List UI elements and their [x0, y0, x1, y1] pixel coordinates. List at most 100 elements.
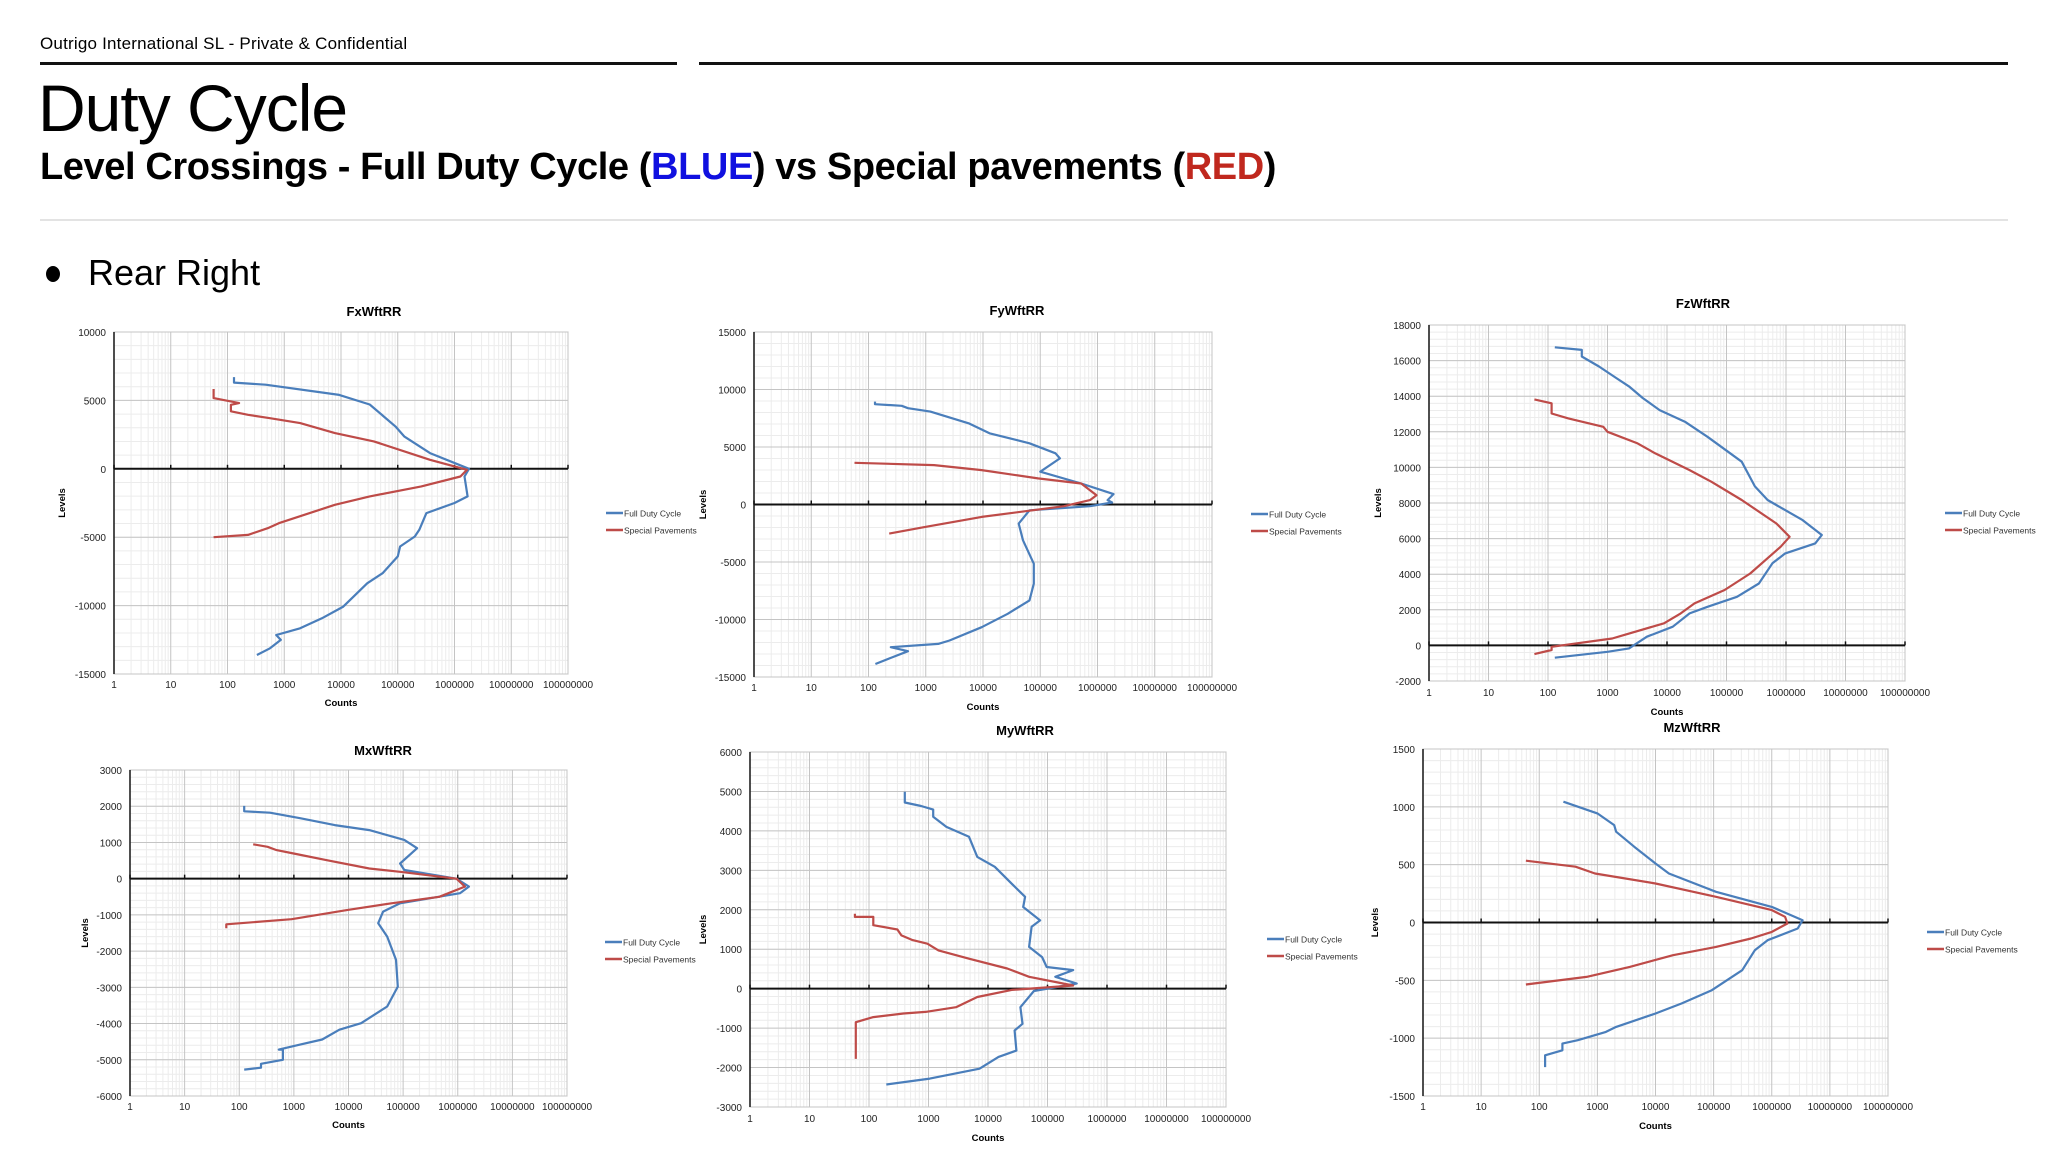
y-tick-label: 4000: [720, 827, 743, 838]
header-rule-left: [40, 62, 677, 65]
x-tick-label: 10: [165, 680, 177, 691]
y-tick-label: 10000: [78, 328, 106, 339]
x-tick-label: 100000: [381, 680, 415, 691]
series-line-special-pavements: [854, 461, 1098, 535]
y-tick-label: -15000: [715, 673, 747, 684]
series-line-special-pavements: [212, 389, 469, 539]
y-tick-label: -1000: [96, 911, 122, 922]
y-tick-label: 0: [1409, 919, 1415, 930]
x-axis-label: Counts: [325, 698, 358, 709]
legend-label: Special Pavements: [624, 526, 697, 536]
x-tick-label: 10000000: [1144, 1114, 1189, 1125]
y-axis-label: Levels: [698, 915, 709, 945]
x-tick-label: 10: [804, 1114, 816, 1125]
x-tick-label: 1000: [915, 683, 938, 694]
chart-title: MyWftRR: [996, 723, 1054, 738]
y-tick-label: 1000: [1393, 803, 1416, 814]
y-tick-label: -5000: [96, 1056, 122, 1067]
y-tick-label: 1000: [720, 945, 743, 956]
page-title: Duty Cycle: [38, 71, 348, 145]
x-tick-label: 10000000: [489, 680, 534, 691]
legend-label: Special Pavements: [1269, 527, 1342, 537]
y-axis-label: Levels: [80, 918, 91, 948]
x-tick-label: 100: [1540, 688, 1557, 699]
y-tick-label: -15000: [75, 670, 107, 681]
x-tick-label: 1000000: [1088, 1114, 1127, 1125]
y-tick-label: 14000: [1393, 392, 1421, 403]
y-tick-label: 3000: [720, 866, 743, 877]
x-tick-label: 100000: [1031, 1114, 1065, 1125]
x-tick-label: 10000: [1642, 1102, 1670, 1113]
legend-label: Full Duty Cycle: [624, 509, 681, 519]
y-tick-label: -4000: [96, 1020, 122, 1031]
y-tick-label: -500: [1395, 976, 1415, 987]
y-axis-label: Levels: [1373, 488, 1384, 518]
x-tick-label: 100: [860, 683, 877, 694]
chart-title: MzWftRR: [1663, 720, 1721, 735]
legend-label: Special Pavements: [623, 955, 696, 965]
y-tick-label: -3000: [716, 1103, 742, 1114]
x-tick-label: 10000000: [1823, 688, 1868, 699]
y-tick-label: -10000: [75, 602, 107, 613]
chart-fxwftrr: 1 10 100 1000 10000 100000 1000000 10000000 1000…: [57, 304, 697, 709]
subtitle-blue: BLUE: [651, 146, 753, 188]
x-axis-label: Counts: [1639, 1121, 1672, 1132]
y-tick-label: -1500: [1389, 1092, 1415, 1103]
chart-title: FxWftRR: [347, 304, 402, 319]
x-tick-label: 100: [1531, 1102, 1548, 1113]
header-rule-right: [699, 62, 2008, 65]
x-tick-label: 100: [231, 1102, 248, 1113]
x-tick-label: 100000000: [1863, 1102, 1913, 1113]
legend-label: Full Duty Cycle: [1945, 928, 2002, 938]
y-tick-label: 6000: [1399, 535, 1422, 546]
x-tick-label: 1: [747, 1114, 753, 1125]
x-tick-label: 1000000: [435, 680, 474, 691]
series-line-full-duty-cycle: [1554, 346, 1823, 659]
x-tick-label: 10000000: [1133, 683, 1178, 694]
y-tick-label: 5000: [724, 443, 747, 454]
y-tick-label: 2000: [720, 906, 743, 917]
series-line-full-duty-cycle: [243, 805, 470, 1071]
series-line-special-pavements: [1525, 859, 1789, 986]
subtitle-prefix: Level Crossings - Full Duty Cycle (: [40, 146, 652, 188]
x-tick-label: 1000: [1596, 688, 1619, 699]
x-tick-label: 1000: [273, 680, 296, 691]
series-line-full-duty-cycle: [886, 791, 1078, 1086]
x-tick-label: 10: [1483, 688, 1495, 699]
y-axis-label: Levels: [698, 490, 709, 520]
x-tick-label: 100000: [1024, 683, 1058, 694]
y-tick-label: 2000: [1399, 606, 1422, 617]
chart-mywftrr: 1 10 100 1000 10000 100000 1000000 10000000 1000…: [698, 723, 1358, 1144]
x-tick-label: 1000000: [438, 1102, 477, 1113]
legend-label: Special Pavements: [1963, 526, 2036, 536]
y-tick-label: -2000: [1395, 677, 1421, 688]
y-axis-label: Levels: [1370, 908, 1381, 938]
x-tick-label: 100000000: [1187, 683, 1237, 694]
x-tick-label: 1: [751, 683, 757, 694]
confidentiality-label: Outrigo International SL - Private & Con…: [40, 34, 408, 53]
y-tick-label: 18000: [1393, 321, 1421, 332]
y-tick-label: -5000: [720, 558, 746, 569]
series-line-special-pavements: [1534, 398, 1791, 656]
x-tick-label: 1000: [1586, 1102, 1609, 1113]
legend-label: Full Duty Cycle: [1269, 510, 1326, 520]
divider: [40, 219, 2008, 221]
y-tick-label: -6000: [96, 1092, 122, 1103]
page-subtitle: Level Crossings - Full Duty Cycle (BLUE)…: [40, 146, 1276, 189]
x-tick-label: 100000: [386, 1102, 420, 1113]
y-axis-label: Levels: [57, 488, 68, 518]
y-tick-label: 10000: [718, 386, 746, 397]
section-heading: Rear Right: [88, 252, 261, 293]
series-line-full-duty-cycle: [1544, 800, 1804, 1068]
x-tick-label: 10000: [327, 680, 355, 691]
y-tick-label: 0: [100, 465, 106, 476]
y-tick-label: -1000: [1389, 1034, 1415, 1045]
x-tick-label: 10: [1476, 1102, 1488, 1113]
x-tick-label: 1: [1426, 688, 1432, 699]
y-tick-label: 15000: [718, 328, 746, 339]
x-tick-label: 10000: [1653, 688, 1681, 699]
y-tick-label: 500: [1398, 861, 1415, 872]
chart-title: FzWftRR: [1676, 296, 1731, 311]
y-tick-label: -10000: [715, 616, 747, 627]
